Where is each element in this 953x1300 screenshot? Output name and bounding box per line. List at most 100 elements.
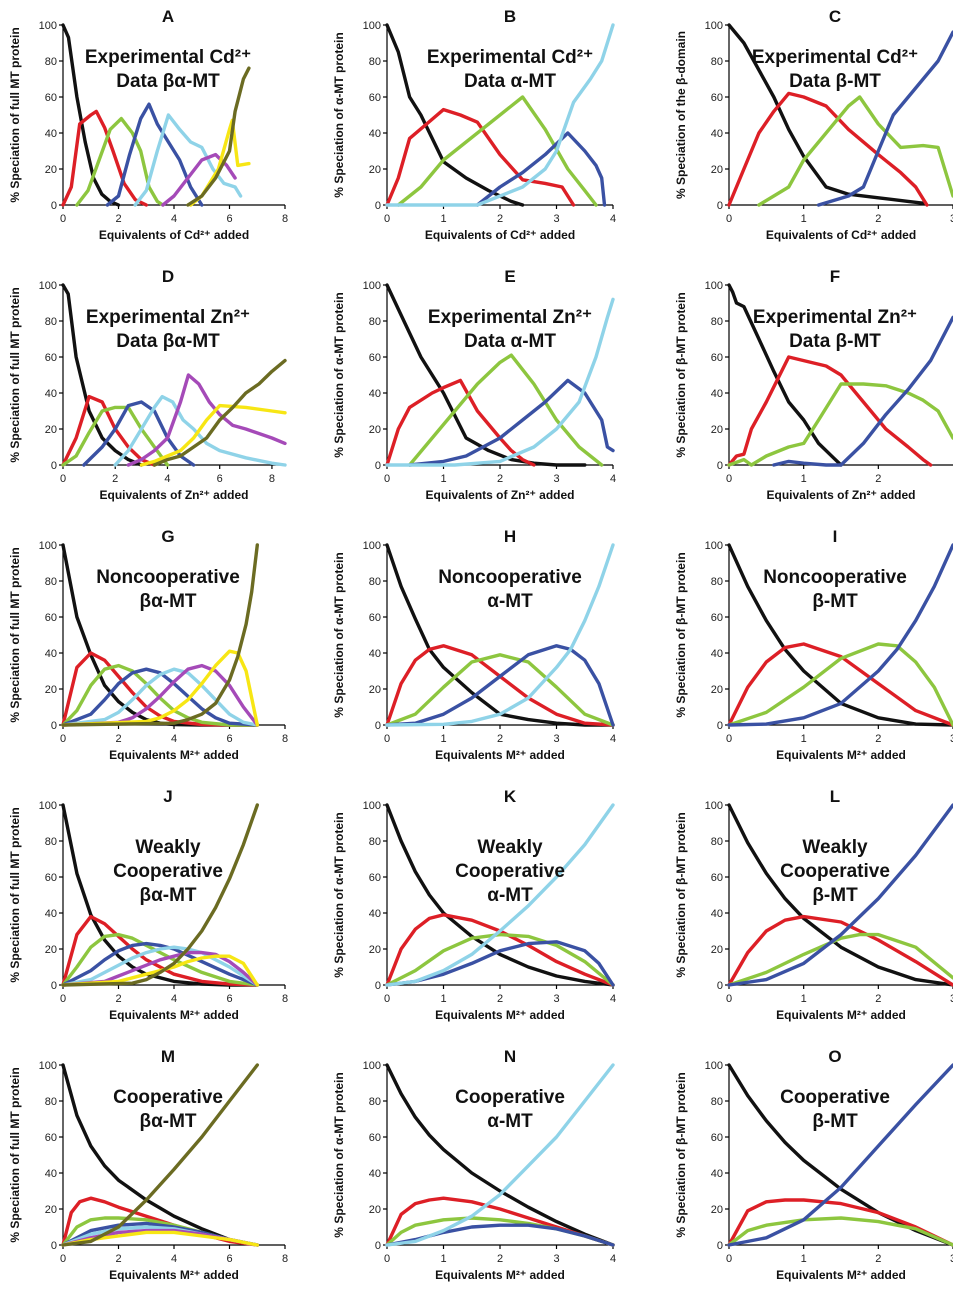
series-line-green xyxy=(75,116,165,207)
x-tick-label: 2 xyxy=(875,993,881,1005)
y-tick-label: 20 xyxy=(369,684,381,696)
panel-annotation: Cooperative xyxy=(113,861,223,882)
y-tick-label: 20 xyxy=(45,944,57,956)
x-tick-label: 2 xyxy=(875,733,881,745)
y-tick-label: 100 xyxy=(39,20,57,32)
series-line-cyan xyxy=(385,543,615,727)
series-line-cyan xyxy=(61,945,259,987)
series-line-black xyxy=(61,1063,259,1247)
y-tick-label: 80 xyxy=(711,316,723,328)
y-tick-label: 0 xyxy=(717,200,723,212)
y-tick-label: 20 xyxy=(369,164,381,176)
x-tick-label: 2 xyxy=(115,213,121,225)
y-tick-label: 60 xyxy=(711,1132,723,1144)
series-line-cyan xyxy=(385,803,615,987)
x-tick-label: 0 xyxy=(60,213,66,225)
x-tick-label: 3 xyxy=(553,473,559,485)
x-tick-label: 8 xyxy=(282,733,288,745)
series-line-black xyxy=(385,543,615,727)
panel-h: 0 20 40 60 80 100 0 1 2 3 4 H Noncooperative α-MT Equi… xyxy=(332,527,616,762)
y-tick-label: 80 xyxy=(711,576,723,588)
y-tick-label: 100 xyxy=(363,800,381,812)
x-tick-label: 6 xyxy=(226,733,232,745)
y-tick-label: 0 xyxy=(51,200,57,212)
x-axis-label: Equivalents M²⁺ added xyxy=(435,1268,565,1282)
y-axis-label: % Speciation of β-MT protein xyxy=(674,1072,688,1237)
x-tick-label: 8 xyxy=(282,993,288,1005)
series-line-black xyxy=(727,283,843,467)
y-tick-label: 100 xyxy=(705,800,723,812)
panel-annotation: βα-MT xyxy=(139,591,196,612)
panel-label: D xyxy=(162,267,174,286)
y-tick-label: 60 xyxy=(45,612,57,624)
panel-annotation: Data βα-MT xyxy=(116,71,220,92)
y-tick-label: 60 xyxy=(369,92,381,104)
panel-label: L xyxy=(830,787,840,806)
y-tick-label: 20 xyxy=(369,1204,381,1216)
y-axis-label: % Speciation of the β-domain xyxy=(674,31,688,199)
series-line-red xyxy=(61,109,148,207)
x-tick-label: 2 xyxy=(497,993,503,1005)
panel-annotation: Noncooperative xyxy=(438,567,582,588)
x-tick-label: 4 xyxy=(610,213,616,225)
x-axis-label: Equivalents M²⁺ added xyxy=(776,748,906,762)
y-tick-label: 0 xyxy=(51,720,57,732)
series-line-blue xyxy=(385,1223,615,1247)
x-tick-label: 0 xyxy=(384,1253,390,1265)
panel-annotation: Experimental Zn²⁺ xyxy=(428,307,592,328)
y-tick-label: 40 xyxy=(711,128,723,140)
x-axis-label: Equivalents M²⁺ added xyxy=(435,748,565,762)
x-tick-label: 2 xyxy=(497,1253,503,1265)
series-line-blue xyxy=(105,102,204,207)
series-line-red xyxy=(727,1198,953,1247)
y-tick-label: 0 xyxy=(51,1240,57,1252)
y-tick-label: 60 xyxy=(369,612,381,624)
x-tick-label: 1 xyxy=(801,993,807,1005)
y-tick-label: 0 xyxy=(51,980,57,992)
y-tick-label: 100 xyxy=(363,280,381,292)
x-tick-label: 2 xyxy=(115,993,121,1005)
y-tick-label: 80 xyxy=(711,836,723,848)
x-tick-label: 4 xyxy=(610,473,616,485)
y-axis-label: % Speciation of α-MT protein xyxy=(332,292,346,457)
y-tick-label: 40 xyxy=(45,388,57,400)
y-axis-label: % Speciation of full MT protein xyxy=(8,287,22,462)
y-tick-label: 60 xyxy=(45,92,57,104)
x-axis-label: Equivalents M²⁺ added xyxy=(435,1008,565,1022)
x-tick-label: 0 xyxy=(726,733,732,745)
series-line-green xyxy=(727,932,953,987)
x-tick-label: 6 xyxy=(226,213,232,225)
panel-annotation: Weakly xyxy=(477,837,543,858)
x-tick-label: 0 xyxy=(384,473,390,485)
y-axis-label: % Speciation of β-MT protein xyxy=(674,812,688,977)
x-axis-label: Equivalents of Cd²⁺ added xyxy=(766,228,916,242)
y-tick-label: 0 xyxy=(717,980,723,992)
x-tick-label: 3 xyxy=(950,993,953,1005)
x-tick-label: 1 xyxy=(440,473,446,485)
y-tick-label: 20 xyxy=(45,684,57,696)
panel-annotation: Data α-MT xyxy=(464,71,556,92)
x-tick-label: 0 xyxy=(726,473,732,485)
series-line-olive xyxy=(61,543,259,727)
x-tick-label: 2 xyxy=(115,733,121,745)
x-tick-label: 3 xyxy=(950,733,953,745)
x-tick-label: 0 xyxy=(60,473,66,485)
x-tick-label: 0 xyxy=(384,993,390,1005)
series-line-red xyxy=(727,642,953,727)
series-line-olive xyxy=(186,66,251,207)
y-tick-label: 20 xyxy=(711,424,723,436)
series-line-green xyxy=(727,1216,953,1247)
y-tick-label: 60 xyxy=(45,872,57,884)
x-tick-label: 2 xyxy=(497,473,503,485)
y-tick-label: 0 xyxy=(375,720,381,732)
y-tick-label: 40 xyxy=(45,648,57,660)
panel-label: A xyxy=(162,7,174,26)
panel-annotation: Cooperative xyxy=(780,861,890,882)
x-tick-label: 0 xyxy=(726,213,732,225)
panel-annotation: α-MT xyxy=(487,591,533,612)
y-tick-label: 80 xyxy=(45,316,57,328)
panel-c: 0 20 40 60 80 100 0 1 2 3 C Experimental Cd²⁺ Data β… xyxy=(674,7,953,242)
series-line-red xyxy=(61,651,259,727)
series-line-red xyxy=(61,394,157,467)
series-line-magenta xyxy=(126,373,287,467)
